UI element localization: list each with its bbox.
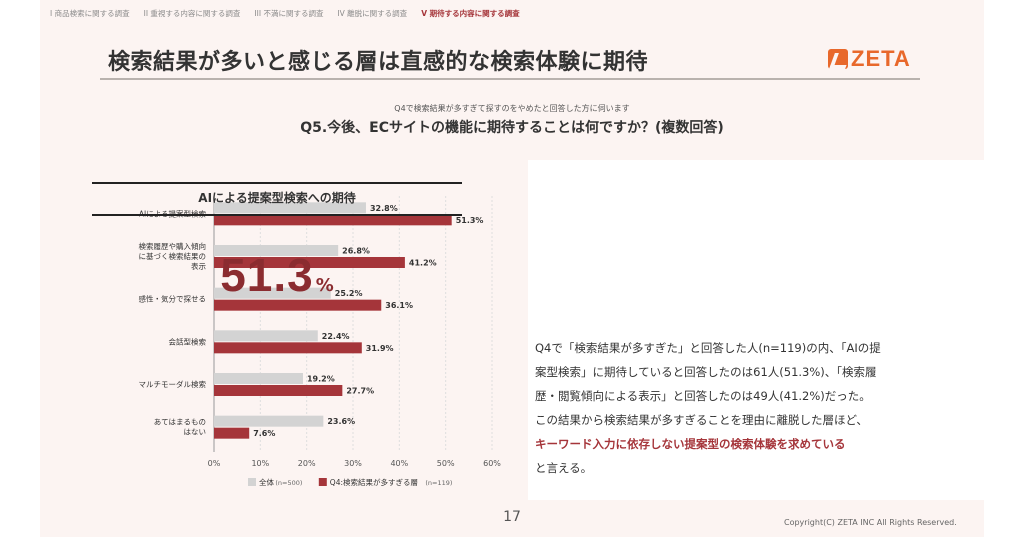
slide: I 商品検索に関する調査 II 重視する内容に関する調査 III 不満に関する調査 I… [40, 0, 984, 537]
x-tick-label: 40% [390, 459, 408, 468]
panel-body-line-5: キーワード入力に依存しない提案型の検索体験を求めている [535, 437, 846, 451]
bar [214, 202, 366, 214]
x-tick-label: 20% [298, 459, 316, 468]
x-tick-label: 10% [251, 459, 269, 468]
breadcrumb-item-2[interactable]: II 重視する内容に関する調査 [143, 9, 241, 18]
page-title: 検索結果が多いと感じる層は直感的な検索体験に期待 [108, 50, 649, 75]
copyright: Copyright(C) ZETA INC All Rights Reserve… [784, 518, 957, 527]
panel-body-line-4: この結果から検索結果が多すぎることを理由に離脱した層ほど、 [535, 413, 868, 427]
data-label: 31.9% [366, 344, 394, 353]
legend-label: 全体 [259, 477, 274, 487]
question-subtitle: Q4で検索結果が多すぎて探すのをやめたと回答した方に伺います [394, 104, 630, 113]
bar [214, 257, 405, 268]
breadcrumb-item-5[interactable]: V 期待する内容に関する調査 [421, 9, 520, 18]
bar [214, 385, 343, 396]
panel-body-line-2: 案型検索」に期待していると回答したのは61人(51.3%)、「検索履 [535, 365, 877, 379]
highlight-stat-unit: % [315, 275, 334, 296]
data-label: 51.3% [456, 216, 484, 225]
panel-title: AIによる提案型検索への期待 [198, 191, 356, 205]
summary-panel [528, 160, 984, 500]
panel-body-line-1: Q4で「検索結果が多すぎた」と回答した人(n=119)の内、「AIの提 [535, 341, 881, 355]
bar-chart: 0% 10% 20% 30% 40% 50% 60% AIによる提案型検索 32.8% 51.3%… [139, 196, 501, 487]
data-label: 19.2% [307, 375, 335, 384]
data-label: 25.2% [335, 289, 363, 298]
bar [214, 342, 362, 354]
zeta-logo-text: ZETA [851, 46, 911, 71]
category-label: 表示 [191, 261, 206, 271]
panel-body-line-3: 歴・閲覧傾向による表示」と回答したのは49人(41.2%)だった。 [535, 389, 871, 403]
highlight-stat-value: 51.3 [220, 249, 314, 301]
bar [214, 427, 250, 439]
x-tick-label: 60% [483, 459, 501, 468]
breadcrumb: I 商品検索に関する調査 II 重視する内容に関する調査 III 不満に関する調査 I… [50, 8, 520, 19]
bar [214, 245, 339, 256]
panel-body-text: Q4で「検索結果が多すぎた」と回答した人(n=119)の内、「AIの提 案型検索」… [535, 336, 935, 480]
legend-swatch [248, 478, 256, 486]
breadcrumb-item-3[interactable]: III 不満に関する調査 [254, 9, 324, 18]
data-label: 26.8% [342, 247, 370, 256]
legend-label: Q4:検索結果が多すぎる層 [330, 477, 418, 487]
legend-note: (n=500) [275, 479, 302, 487]
category-label: マルチモーダル検索 [139, 379, 207, 389]
category-label: 会話型検索 [169, 336, 207, 346]
title-divider [100, 78, 920, 80]
data-label: 27.7% [346, 387, 374, 396]
panel-top-rule [92, 182, 462, 184]
highlight-stat: 51.3% [92, 248, 462, 302]
breadcrumb-item-4[interactable]: IV 離脱に関する調査 [337, 9, 408, 18]
data-label: 22.4% [322, 332, 350, 341]
panel-body-line-6: と言える。 [535, 461, 593, 475]
page-number: 17 [503, 509, 521, 525]
data-label: 41.2% [409, 259, 437, 268]
category-label: あてはまるもの [154, 418, 206, 427]
bar [214, 214, 452, 226]
bar [214, 415, 324, 427]
bar [214, 373, 303, 384]
bar [214, 287, 331, 299]
zeta-logo-icon [828, 49, 848, 69]
x-tick-label: 50% [437, 459, 455, 468]
category-label: に基づく検索結果の [139, 251, 207, 261]
category-label: 感性・気分で探せる [139, 294, 207, 304]
data-label: 7.6% [253, 429, 275, 438]
x-tick-label: 30% [344, 459, 362, 468]
data-label: 36.1% [385, 301, 413, 310]
breadcrumb-item-1[interactable]: I 商品検索に関する調査 [50, 9, 130, 18]
category-label: 検索履歴や購入傾向 [139, 241, 207, 251]
data-label: 32.8% [370, 204, 398, 213]
category-label: AIによる提案型検索 [139, 208, 207, 218]
bar [214, 330, 318, 342]
x-tick-label: 0% [208, 459, 221, 468]
question-title: Q5.今後、ECサイトの機能に期待することは何ですか？(複数回答) [300, 120, 724, 136]
data-label: 23.6% [327, 417, 355, 426]
category-label: はない [184, 428, 207, 437]
panel-title-rule [92, 214, 462, 216]
bar [214, 299, 382, 311]
legend-note: (n=119) [425, 479, 452, 487]
zeta-logo: ZETA [828, 46, 911, 72]
legend-swatch [318, 478, 327, 486]
